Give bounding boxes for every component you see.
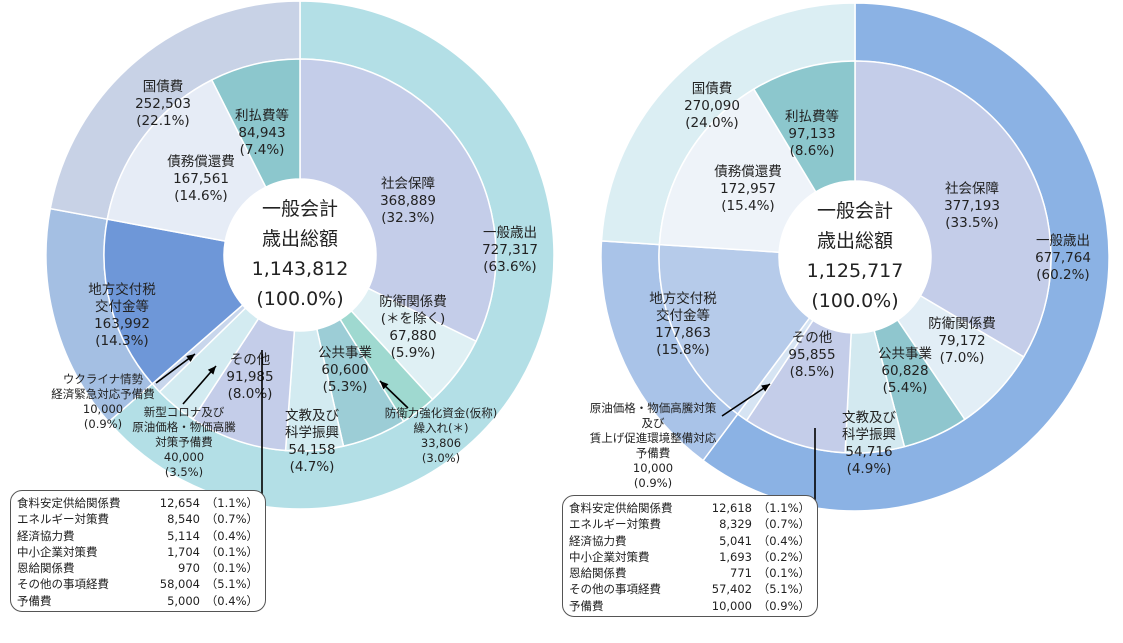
breakdown-value: 5,114: [167, 528, 200, 543]
breakdown-pct: （5.1%）: [205, 577, 258, 592]
breakdown-name: その他の事項経費: [569, 582, 661, 597]
breakdown-name: 中小企業対策費: [17, 544, 98, 559]
breakdown-pct: （0.4%）: [205, 528, 258, 543]
left-center-label: 一般会計歳出総額 1,143,812 (100.0%): [252, 198, 349, 310]
breakdown-row: その他の事項経費 58,004 （5.1%）: [17, 576, 259, 592]
left-label-social-security: 社会保障 368,889 (32.3%): [380, 176, 436, 226]
breakdown-name: 恩給関係費: [569, 566, 627, 581]
right-label-public-works: 公共事業 60,828 (5.4%): [878, 346, 932, 396]
breakdown-name: 食料安定供給関係費: [17, 496, 121, 510]
left-label-national-debt: 国債費 252,503 (22.1%): [135, 79, 191, 129]
breakdown-name: 予備費: [17, 593, 52, 608]
breakdown-row: 恩給関係費 970 （0.1%）: [17, 560, 259, 576]
breakdown-row: エネルギー対策費 8,540 （0.7%）: [17, 511, 259, 527]
left-label-defense: 防衛関係費(＊を除く) 67,880 (5.9%): [379, 294, 447, 361]
breakdown-row: 食料安定供給関係費 12,654 （1.1%）: [17, 495, 259, 511]
breakdown-name: 恩給関係費: [17, 561, 75, 576]
breakdown-name: 中小企業対策費: [569, 549, 650, 564]
breakdown-value: 10,000: [711, 598, 752, 613]
breakdown-row: 予備費 10,000 （0.9%）: [569, 598, 811, 614]
breakdown-name: 予備費: [569, 598, 604, 613]
left-center-hole: [224, 179, 376, 331]
breakdown-name: 食料安定供給関係費: [569, 501, 673, 515]
breakdown-pct: （0.4%）: [757, 533, 810, 548]
breakdown-row: 中小企業対策費 1,704 （0.1%）: [17, 544, 259, 560]
breakdown-value: 8,540: [167, 512, 200, 527]
breakdown-value: 970: [178, 561, 200, 576]
right-label-social-security: 社会保障 377,193 (33.5%): [944, 181, 1000, 231]
breakdown-pct: （5.1%）: [757, 582, 810, 597]
breakdown-pct: （0.7%）: [757, 517, 810, 532]
breakdown-pct: （0.2%）: [757, 549, 810, 564]
breakdown-name: エネルギー対策費: [17, 512, 109, 527]
breakdown-row: エネルギー対策費 8,329 （0.7%）: [569, 516, 811, 532]
breakdown-row: 予備費 5,000 （0.4%）: [17, 593, 259, 609]
other-breakdown-box-right: 食料安定供給関係費 12,618 （1.1%） エネルギー対策費 8,329 （0.7%）…: [562, 495, 818, 618]
breakdown-pct: （0.1%）: [757, 566, 810, 581]
breakdown-row: 経済協力費 5,041 （0.4%）: [569, 533, 811, 549]
left-label-general-expenditure: 一般歳出 727,317 (63.6%): [482, 225, 538, 275]
breakdown-value: 12,654: [159, 496, 200, 510]
left-arrow-defense-fund-head: [380, 381, 389, 390]
left-label-public-works: 公共事業 60,600 (5.3%): [318, 345, 372, 395]
right-label-local-allocation-tax: 地方交付税交付金等 177,863 (15.8%): [649, 290, 717, 358]
right-label-defense: 防衛関係費 79,172 (7.0%): [928, 316, 996, 366]
right-label-debt-redemption: 債務償還費 172,957 (15.4%): [714, 164, 782, 214]
right-center-label: 一般会計歳出総額 1,125,717 (100.0%): [807, 200, 904, 312]
right-arrow-reserve-head: [761, 384, 770, 392]
breakdown-value: 771: [730, 566, 752, 581]
breakdown-row: その他の事項経費 57,402 （5.1%）: [569, 581, 811, 597]
breakdown-pct: （0.4%）: [205, 593, 258, 608]
breakdown-value: 57,402: [711, 582, 752, 597]
right-center-hole: [779, 181, 931, 333]
breakdown-row: 食料安定供給関係費 12,618 （1.1%）: [569, 500, 811, 516]
left-label-defense-fund: 防衛力強化資金(仮称)繰入れ(＊) 33,806 (3.0%): [385, 406, 497, 465]
breakdown-row: 経済協力費 5,114 （0.4%）: [17, 528, 259, 544]
left-label-interest: 利払費等 84,943 (7.4%): [235, 107, 289, 158]
breakdown-value: 5,000: [167, 593, 200, 608]
breakdown-row: 中小企業対策費 1,693 （0.2%）: [569, 549, 811, 565]
breakdown-value: 5,041: [719, 533, 752, 548]
breakdown-pct: （0.1%）: [205, 544, 258, 559]
breakdown-value: 1,693: [719, 549, 752, 564]
breakdown-name: 経済協力費: [17, 528, 75, 543]
breakdown-pct: （0.9%）: [757, 598, 810, 613]
left-label-other: その他 91,985 (8.0%): [226, 352, 273, 402]
right-label-education-science: 文教及び科学振興 54,716 (4.9%): [842, 410, 896, 477]
breakdown-pct: （0.1%）: [205, 561, 258, 576]
breakdown-value: 8,329: [719, 517, 752, 532]
right-label-interest: 利払費等 97,133 (8.6%): [785, 108, 839, 159]
breakdown-row: 恩給関係費 771 （0.1%）: [569, 565, 811, 581]
right-label-reserve: 原油価格・物価高騰対策及び賃上げ促進環境整備対応予備費 10,000 (0.9%): [590, 401, 717, 490]
right-label-other: その他 95,855 (8.5%): [788, 330, 835, 380]
breakdown-pct: （1.1%）: [757, 501, 810, 515]
breakdown-pct: （1.1%）: [205, 496, 258, 510]
left-label-education-science: 文教及び科学振興 54,158 (4.7%): [285, 408, 339, 475]
left-label-local-allocation-tax: 地方交付税交付金等 163,992 (14.3%): [88, 281, 156, 349]
other-breakdown-box-left: 食料安定供給関係費 12,654 （1.1%） エネルギー対策費 8,540 （0.7%）…: [10, 490, 266, 613]
left-label-debt-redemption: 債務償還費 167,561 (14.6%): [167, 154, 235, 204]
right-label-general-expenditure: 一般歳出 677,764 (60.2%): [1035, 233, 1091, 283]
left-arrow-covid: [182, 365, 217, 405]
breakdown-name: その他の事項経費: [17, 577, 109, 592]
left-arrow-covid-head: [207, 366, 216, 375]
breakdown-pct: （0.7%）: [205, 512, 258, 527]
left-label-ukraine-reserve: ウクライナ情勢経済緊急対応予備費 10,000 (0.9%): [51, 372, 155, 431]
left-label-covid-reserve: 新型コロナ及び原油価格・物価高騰対策予備費 40,000 (3.5%): [132, 405, 236, 479]
breakdown-name: 経済協力費: [569, 533, 627, 548]
left-arrow-ukraine-head: [186, 354, 195, 362]
breakdown-value: 12,618: [711, 501, 752, 515]
breakdown-value: 58,004: [159, 577, 200, 592]
right-arrow-reserve: [721, 383, 771, 417]
breakdown-name: エネルギー対策費: [569, 517, 661, 532]
breakdown-value: 1,704: [167, 544, 200, 559]
right-label-national-debt: 国債費 270,090 (24.0%): [684, 81, 740, 131]
